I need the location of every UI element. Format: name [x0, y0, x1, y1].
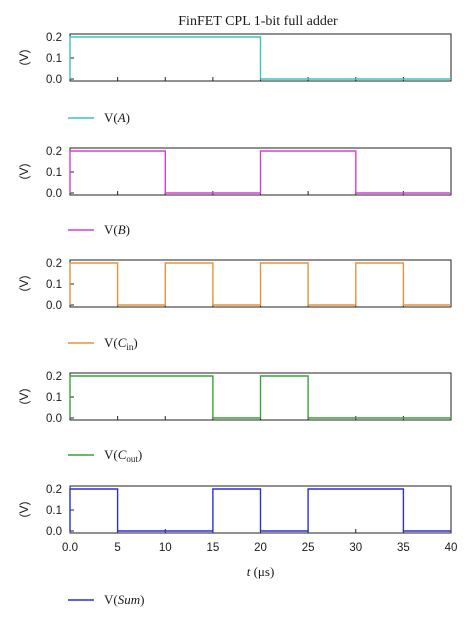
- series-line-1: [69, 36, 451, 80]
- y-tick-label: 0.1: [46, 392, 62, 404]
- panel-1: 0.0 0.1 0.2 (V) V(A): [17, 32, 452, 125]
- y-tick-label: 0.2: [46, 484, 62, 496]
- y-tick-label: 0.0: [46, 300, 62, 312]
- y-tick-label: 0.0: [46, 74, 62, 86]
- y-tick-label: 0.2: [46, 371, 62, 383]
- x-tick-label: 10: [159, 542, 172, 554]
- y-axis-label: (V): [17, 502, 31, 518]
- series-line-3: [69, 262, 451, 306]
- y-axis-label: (V): [17, 276, 31, 292]
- legend-label: V(B): [104, 222, 130, 237]
- y-tick-label: 0.2: [46, 258, 62, 270]
- x-tick-label: 40: [445, 542, 458, 554]
- x-axis: 0.0 5 10 15 20 25 30 35 40 t (μs): [62, 542, 457, 579]
- panels: 0.00.10.2(V)V(A)0.00.10.2(V)V(B)0.00.10.…: [17, 32, 457, 607]
- legend-label: V(Cin): [104, 335, 138, 352]
- y-tick-label: 0.2: [46, 32, 62, 44]
- y-tick-label: 0.0: [46, 413, 62, 425]
- y-tick-label: 0.1: [46, 505, 62, 517]
- y-axis-label: (V): [17, 389, 31, 405]
- y-tick-label: 0.0: [46, 526, 62, 538]
- y-axis-label: (V): [17, 50, 31, 66]
- y-tick-label: 0.1: [46, 167, 62, 179]
- panel-4: 0.0 0.1 0.2 (V) V(Cout): [17, 371, 452, 464]
- x-tick-label: 25: [302, 542, 315, 554]
- series-line-5: [69, 488, 451, 532]
- y-axis-label: (V): [17, 164, 31, 180]
- panel-5: 0.0 0.1 0.2 (V) V(Sum): [17, 484, 452, 607]
- panel-2: 0.0 0.1 0.2 (V) V(B): [17, 146, 452, 237]
- panel-3: 0.0 0.1 0.2 (V) V(Cin): [17, 258, 452, 352]
- x-tick-label: 20: [254, 542, 267, 554]
- y-tick-label: 0.0: [46, 188, 62, 200]
- x-tick-label: 30: [349, 542, 362, 554]
- y-tick-label: 0.1: [46, 53, 62, 65]
- y-tick-label: 0.2: [46, 146, 62, 158]
- legend-label: V(Sum): [104, 592, 144, 607]
- x-tick-label: 35: [397, 542, 410, 554]
- y-tick-label: 0.1: [46, 279, 62, 291]
- legend-label: V(Cout): [104, 447, 142, 464]
- x-tick-label: 15: [206, 542, 219, 554]
- x-axis-label: t (μs): [247, 564, 275, 579]
- chart-title: FinFET CPL 1-bit full adder: [178, 14, 338, 29]
- x-tick-label: 5: [114, 542, 120, 554]
- series-line-4: [69, 375, 451, 419]
- legend-label: V(A): [104, 110, 130, 125]
- series-line-2: [69, 150, 451, 194]
- x-tick-label: 0.0: [62, 542, 78, 554]
